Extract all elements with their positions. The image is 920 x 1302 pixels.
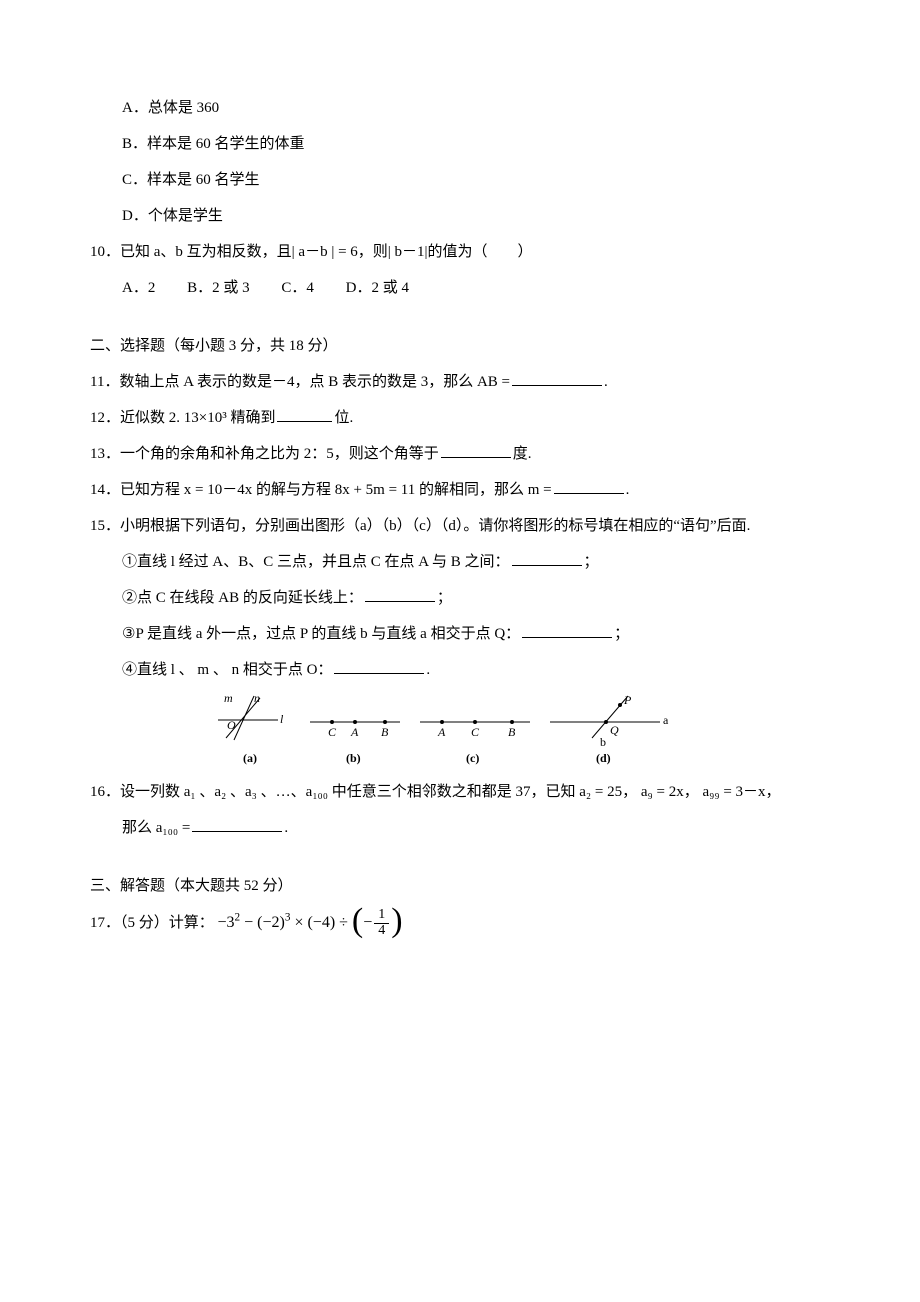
q12-blank <box>277 407 332 422</box>
q14: 14．已知方程 x = 10－4x 的解与方程 8x + 5m = 11 的解相… <box>90 472 830 508</box>
svg-text:A: A <box>437 725 446 739</box>
q10-option-c: C．4 <box>281 270 314 306</box>
q11-post: . <box>604 374 608 390</box>
q10-option-a: A．2 <box>122 270 155 306</box>
q15-sub4: ④直线 l 、 m 、 n 相交于点 O：. <box>90 652 830 688</box>
q15-fig-svg: m n l O (a) C A B (b) <box>210 692 710 770</box>
q15-sub1-pre: ①直线 l 经过 A、B、C 三点，并且点 C 在点 A 与 B 之间： <box>122 554 510 570</box>
q15-sub1-blank <box>512 551 582 566</box>
q14-pre: 14．已知方程 x = 10－4x 的解与方程 8x + 5m = 11 的解相… <box>90 482 552 498</box>
q15-sub4-pre: ④直线 l 、 m 、 n 相交于点 O： <box>122 662 332 678</box>
right-paren-icon: ) <box>391 904 402 938</box>
q16-line2-post: . <box>284 820 288 836</box>
q15-sub4-blank <box>334 659 424 674</box>
q15-sub2-blank <box>365 587 435 602</box>
q16-line1: 16．设一列数 a₁ 、a₂ 、a₃ 、…、a₁₀₀ 中任意三个相邻数之和都是 … <box>90 774 830 810</box>
q15-figures: m n l O (a) C A B (b) <box>90 688 830 774</box>
q16-line2: 那么 a₁₀₀ =. <box>90 810 830 846</box>
svg-text:B: B <box>381 725 389 739</box>
q12-pre: 12．近似数 2. 13×10³ 精确到 <box>90 410 275 426</box>
section-2-heading: 二、选择题（每小题 3 分，共 18 分） <box>90 328 830 364</box>
q17-lead: 17．（5 分）计算： <box>90 915 214 931</box>
svg-text:C: C <box>328 725 337 739</box>
q11: 11．数轴上点 A 表示的数是－4，点 B 表示的数是 3，那么 AB =. <box>90 364 830 400</box>
q9-option-a: A．总体是 360 <box>90 90 830 126</box>
fig-d: P Q a b (d) <box>550 693 669 765</box>
left-paren-icon: ( <box>352 904 363 938</box>
q10-options: A．2 B．2 或 3 C．4 D．2 或 4 <box>90 270 830 306</box>
q11-blank <box>512 371 602 386</box>
q15-sub1-post: ； <box>584 554 599 570</box>
svg-text:(c): (c) <box>466 751 479 765</box>
fig-c: A C B (c) <box>420 720 530 765</box>
q9-option-b: B．样本是 60 名学生的体重 <box>90 126 830 162</box>
svg-text:B: B <box>508 725 516 739</box>
q10-option-b: B．2 或 3 <box>187 270 250 306</box>
q16-line2-pre: 那么 a₁₀₀ = <box>122 820 190 836</box>
q17-expression: −32 − (−2)3 × (−4) ÷ (−14) <box>218 914 403 931</box>
svg-text:P: P <box>623 693 632 707</box>
q14-post: . <box>626 482 630 498</box>
q15-sub2-pre: ②点 C 在线段 AB 的反向延长线上： <box>122 590 363 606</box>
q15-sub1: ①直线 l 经过 A、B、C 三点，并且点 C 在点 A 与 B 之间： ； <box>90 544 830 580</box>
q16-blank <box>192 817 282 832</box>
svg-text:m: m <box>224 692 233 705</box>
page: A．总体是 360 B．样本是 60 名学生的体重 C．样本是 60 名学生 D… <box>0 0 920 1302</box>
svg-text:C: C <box>471 725 480 739</box>
svg-text:b: b <box>600 735 606 749</box>
q15-sub3-blank <box>522 623 612 638</box>
q15-stem: 15．小明根据下列语句，分别画出图形（a）（b）（c）（d）。请你将图形的标号填… <box>90 508 830 544</box>
q13-pre: 13．一个角的余角和补角之比为 2：5，则这个角等于 <box>90 446 439 462</box>
q15-sub3-pre: ③P 是直线 a 外一点，过点 P 的直线 b 与直线 a 相交于点 Q： <box>122 626 520 642</box>
q13-post: 度. <box>513 446 532 462</box>
q10-stem: 10．已知 a、b 互为相反数，且| a－b | = 6，则| b－1|的值为（… <box>90 234 830 270</box>
q10-option-d: D．2 或 4 <box>346 270 409 306</box>
q12: 12．近似数 2. 13×10³ 精确到 位. <box>90 400 830 436</box>
svg-text:(a): (a) <box>243 751 257 765</box>
q17: 17．（5 分）计算： −32 − (−2)3 × (−4) ÷ (−14) <box>90 904 830 942</box>
svg-text:n: n <box>254 692 260 705</box>
fig-a: m n l O (a) <box>218 692 284 765</box>
svg-text:O: O <box>227 718 236 732</box>
q15-sub2: ②点 C 在线段 AB 的反向延长线上： ； <box>90 580 830 616</box>
svg-text:a: a <box>663 713 669 727</box>
q15-sub2-post: ； <box>437 590 452 606</box>
svg-text:(d): (d) <box>596 751 611 765</box>
svg-text:A: A <box>350 725 359 739</box>
q13: 13．一个角的余角和补角之比为 2：5，则这个角等于 度. <box>90 436 830 472</box>
q13-blank <box>441 443 511 458</box>
svg-text:l: l <box>280 712 284 726</box>
svg-text:(b): (b) <box>346 751 361 765</box>
q15-sub3-post: ； <box>614 626 629 642</box>
q14-blank <box>554 479 624 494</box>
section-3-heading: 三、解答题（本大题共 52 分） <box>90 868 830 904</box>
q11-pre: 11．数轴上点 A 表示的数是－4，点 B 表示的数是 3，那么 AB = <box>90 374 510 390</box>
q15-sub3: ③P 是直线 a 外一点，过点 P 的直线 b 与直线 a 相交于点 Q： ； <box>90 616 830 652</box>
q12-post: 位. <box>334 410 353 426</box>
svg-text:Q: Q <box>610 723 619 737</box>
q15-sub4-post: . <box>426 662 430 678</box>
q9-option-d: D．个体是学生 <box>90 198 830 234</box>
fig-b: C A B (b) <box>310 720 400 765</box>
q9-option-c: C．样本是 60 名学生 <box>90 162 830 198</box>
